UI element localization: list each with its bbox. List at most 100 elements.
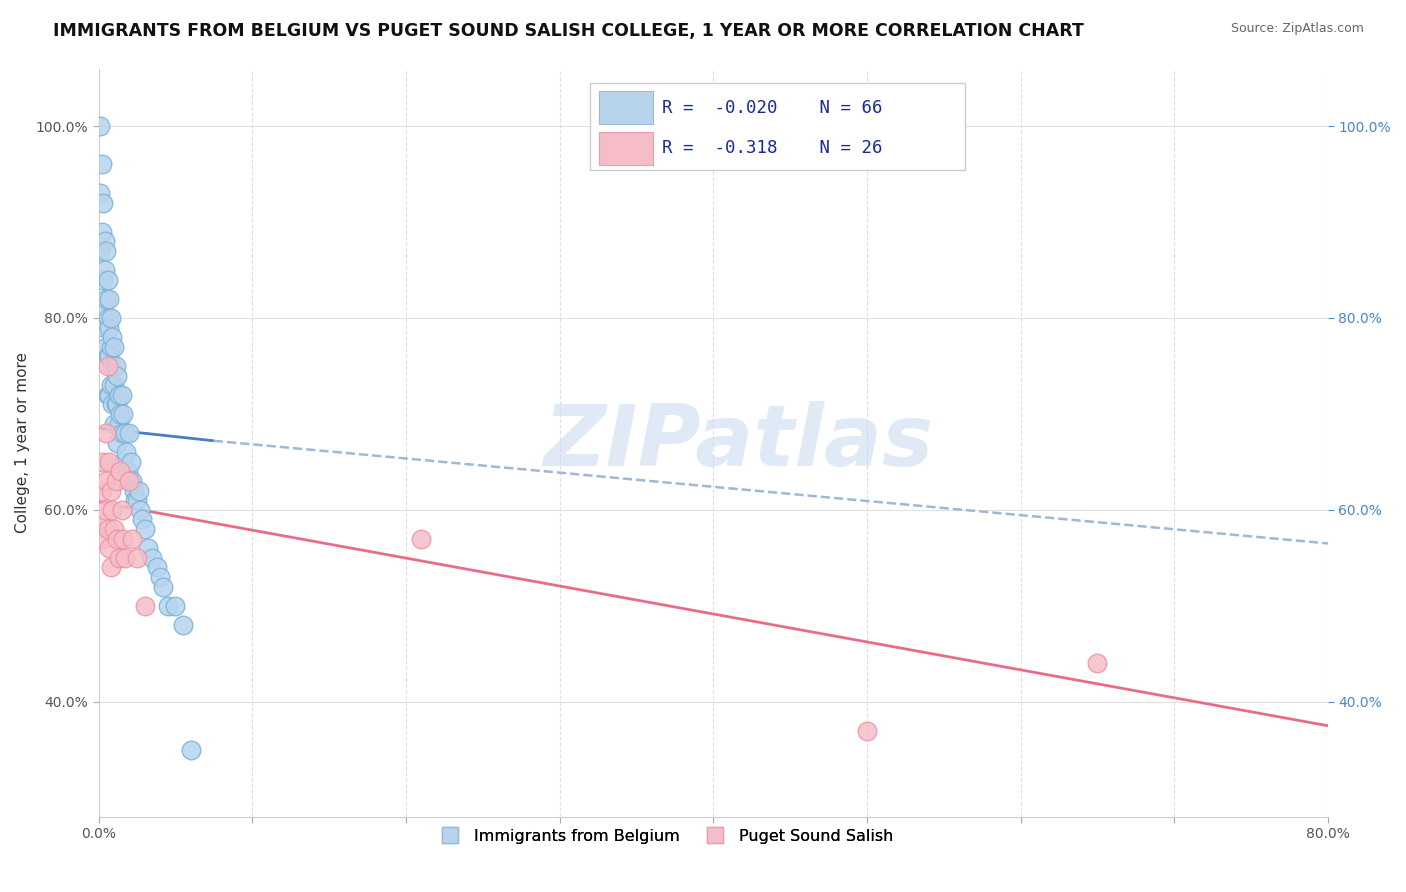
Point: [146, 560, 169, 574]
Point: [141, 550, 163, 565]
Point: [118, 474, 141, 488]
Point: [112, 407, 135, 421]
Point: [105, 368, 128, 383]
Point: [107, 388, 129, 402]
Point: [856, 723, 879, 738]
Point: [114, 426, 136, 441]
Point: [91, 455, 114, 469]
Point: [104, 397, 127, 411]
Point: [101, 330, 124, 344]
Point: [121, 532, 143, 546]
Point: [97, 522, 120, 536]
Point: [101, 397, 124, 411]
Text: Source: ZipAtlas.com: Source: ZipAtlas.com: [1230, 22, 1364, 36]
Point: [98, 350, 121, 364]
Point: [100, 378, 122, 392]
Point: [180, 743, 202, 757]
Point: [93, 234, 115, 248]
Point: [100, 483, 122, 498]
Point: [112, 455, 135, 469]
Point: [112, 532, 135, 546]
Point: [165, 599, 187, 613]
Point: [89, 512, 111, 526]
Point: [98, 292, 121, 306]
Point: [411, 532, 433, 546]
Point: [98, 320, 121, 334]
Point: [93, 263, 115, 277]
Legend: Immigrants from Belgium, Puget Sound Salish: Immigrants from Belgium, Puget Sound Sal…: [429, 822, 900, 850]
Point: [125, 550, 148, 565]
Point: [97, 359, 120, 373]
Point: [120, 455, 142, 469]
Point: [103, 378, 125, 392]
Point: [111, 388, 134, 402]
FancyBboxPatch shape: [599, 91, 652, 124]
Point: [152, 580, 174, 594]
Point: [89, 186, 111, 201]
Point: [108, 465, 131, 479]
Point: [98, 455, 121, 469]
Point: [103, 417, 125, 431]
Point: [96, 244, 118, 258]
Point: [101, 503, 124, 517]
Point: [98, 541, 121, 556]
Point: [100, 310, 122, 325]
Point: [105, 532, 128, 546]
Point: [97, 388, 120, 402]
Point: [111, 426, 134, 441]
FancyBboxPatch shape: [591, 84, 966, 169]
Point: [118, 426, 141, 441]
Point: [129, 503, 152, 517]
Point: [90, 157, 112, 171]
Point: [149, 570, 172, 584]
Point: [124, 493, 146, 508]
Point: [100, 340, 122, 354]
Point: [121, 474, 143, 488]
Point: [134, 522, 156, 536]
Point: [89, 119, 111, 133]
Point: [134, 599, 156, 613]
Point: [96, 292, 118, 306]
Point: [103, 340, 125, 354]
Point: [97, 272, 120, 286]
Text: IMMIGRANTS FROM BELGIUM VS PUGET SOUND SALISH COLLEGE, 1 YEAR OR MORE CORRELATIO: IMMIGRANTS FROM BELGIUM VS PUGET SOUND S…: [53, 22, 1084, 40]
Point: [97, 310, 120, 325]
Point: [107, 417, 129, 431]
Point: [105, 397, 128, 411]
FancyBboxPatch shape: [599, 132, 652, 164]
Point: [122, 483, 145, 498]
Point: [89, 244, 111, 258]
Point: [97, 350, 120, 364]
Point: [117, 465, 139, 479]
Point: [131, 512, 153, 526]
Point: [108, 407, 131, 421]
Point: [105, 435, 128, 450]
Y-axis label: College, 1 year or more: College, 1 year or more: [15, 352, 30, 533]
Point: [125, 493, 148, 508]
Point: [111, 503, 134, 517]
Point: [98, 388, 121, 402]
Point: [93, 503, 115, 517]
Point: [104, 474, 127, 488]
Point: [96, 426, 118, 441]
Point: [93, 320, 115, 334]
Point: [115, 445, 138, 459]
Point: [136, 541, 159, 556]
Point: [91, 272, 114, 286]
Text: R =  -0.020    N = 66: R = -0.020 N = 66: [662, 99, 882, 117]
Point: [91, 195, 114, 210]
Point: [118, 474, 141, 488]
Point: [128, 483, 150, 498]
Point: [100, 560, 122, 574]
Point: [107, 550, 129, 565]
Point: [101, 359, 124, 373]
Point: [104, 359, 127, 373]
Point: [90, 483, 112, 498]
Point: [96, 474, 118, 488]
Point: [91, 301, 114, 316]
Point: [172, 618, 194, 632]
Point: [91, 532, 114, 546]
Point: [114, 550, 136, 565]
Point: [90, 225, 112, 239]
Text: R =  -0.318    N = 26: R = -0.318 N = 26: [662, 139, 882, 157]
